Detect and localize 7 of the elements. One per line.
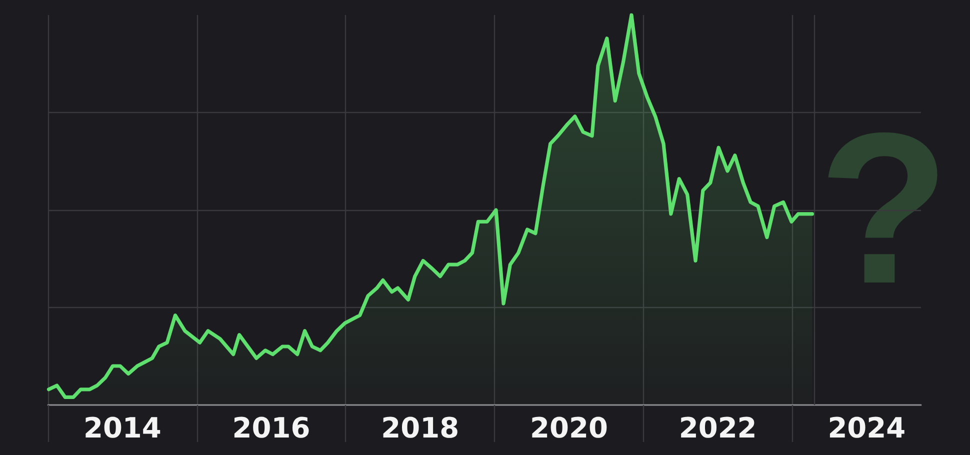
x-tick-label: 2022 <box>678 412 757 444</box>
x-tick-label: 2018 <box>381 412 460 444</box>
x-tick-label: 2016 <box>232 412 310 444</box>
x-tick-label: 2024 <box>828 412 906 444</box>
x-tick-label: 2014 <box>83 412 162 444</box>
x-tick-label: 2020 <box>530 412 608 444</box>
annotation: ? <box>818 88 950 328</box>
